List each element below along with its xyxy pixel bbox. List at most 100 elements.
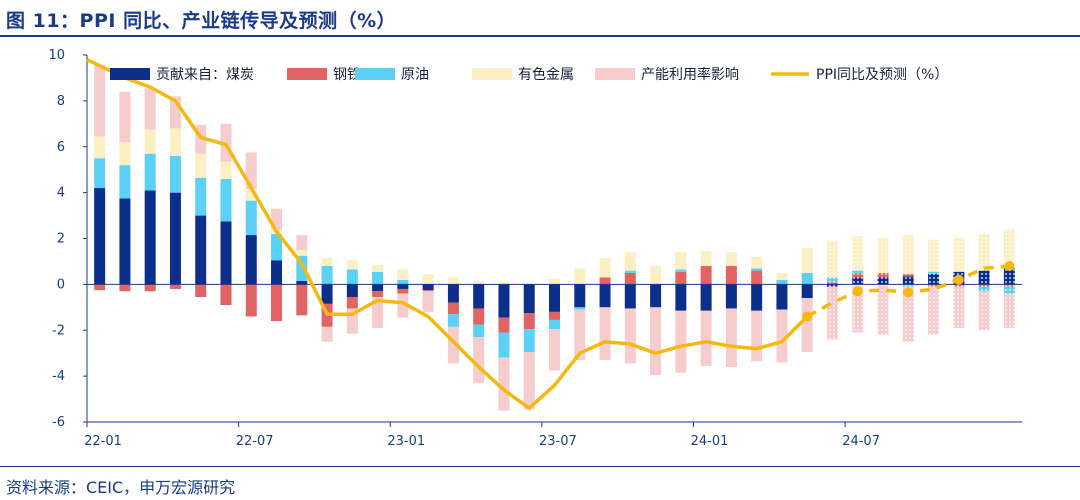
bar-metals-24-12	[978, 233, 990, 271]
bar-oil-22-03	[144, 153, 156, 191]
bar-metals-23-10	[624, 252, 636, 271]
bar-oil-22-04	[169, 155, 181, 193]
bar-metals-24-10	[928, 239, 940, 272]
bar-coal-23-05	[498, 284, 510, 318]
bar-metals-22-12	[372, 264, 384, 272]
bar-capacity-22-08	[271, 208, 283, 230]
bar-steel-23-03	[447, 302, 459, 315]
legend-label-oil: 原油	[401, 67, 429, 83]
bar-metals-23-05	[498, 282, 510, 285]
bar-capacity-24-03	[751, 310, 763, 362]
bar-coal-22-11	[346, 284, 358, 297]
x-tick-label-23-01: 23-01	[387, 434, 425, 449]
y-tick-label-10: 10	[48, 48, 65, 63]
bar-steel-23-04	[473, 308, 485, 325]
bar-coal-22-03	[144, 190, 156, 285]
footer-rule	[0, 466, 1080, 467]
bar-steel-22-09	[296, 284, 308, 316]
bar-capacity-22-11	[346, 308, 358, 334]
bar-metals-22-02	[119, 142, 131, 166]
bar-coal-22-07	[245, 235, 257, 285]
bar-coal-24-04	[776, 284, 788, 310]
y-tick-label--6: -6	[52, 415, 65, 430]
x-tick-label-22-07: 22-07	[236, 434, 274, 449]
bar-steel-22-01	[94, 284, 106, 291]
ppi-line-layer	[86, 58, 1015, 410]
y-tick-label-4: 4	[57, 186, 65, 201]
legend-label-steel: 钢铁	[333, 67, 361, 83]
bar-metals-23-09	[599, 258, 611, 278]
bar-coal-22-09	[296, 280, 308, 285]
ppi-point-24-09	[903, 287, 914, 298]
bar-oil-24-07	[852, 270, 864, 273]
y-tick-label-6: 6	[57, 140, 65, 155]
bar-metals-23-11	[650, 266, 662, 285]
bar-capacity-22-03	[144, 88, 156, 130]
bar-oil-25-01	[1003, 286, 1015, 294]
bar-coal-22-12	[372, 284, 384, 292]
bar-coal-23-09	[599, 284, 611, 308]
bar-steel-22-07	[245, 284, 257, 317]
bar-capacity-24-01	[700, 310, 712, 366]
x-tick-label-22-01: 22-01	[84, 434, 122, 449]
bar-capacity-22-01	[94, 65, 106, 137]
bar-steel-23-02	[422, 290, 434, 292]
bar-steel-24-10	[928, 284, 940, 287]
bar-capacity-23-10	[624, 308, 636, 364]
bar-metals-23-07	[549, 278, 560, 285]
bar-metals-22-07	[245, 189, 257, 201]
bar-oil-22-10	[321, 266, 333, 285]
bar-capacity-22-04	[169, 96, 181, 129]
bar-metals-22-01	[94, 136, 106, 159]
bar-steel-22-08	[271, 284, 283, 322]
bar-coal-23-07	[549, 284, 560, 312]
bar-capacity-23-06	[523, 352, 535, 410]
bar-coal-24-02	[725, 284, 737, 309]
bar-oil-23-12	[675, 269, 687, 272]
bar-metals-24-07	[852, 236, 864, 271]
bar-coal-23-03	[447, 284, 459, 303]
bar-oil-22-01	[94, 158, 106, 189]
bar-coal-22-05	[195, 215, 207, 285]
bar-oil-24-03	[751, 268, 763, 271]
bar-oil-23-07	[549, 319, 560, 330]
bar-capacity-22-07	[245, 152, 257, 190]
title-rule	[0, 35, 1080, 37]
y-tick-label-2: 2	[57, 232, 65, 247]
bar-steel-24-07	[852, 272, 864, 278]
legend-swatch-coal	[110, 68, 150, 80]
bar-steel-24-11	[953, 284, 965, 287]
bar-steel-22-06	[220, 284, 232, 306]
bar-steel-23-07	[549, 311, 560, 320]
bar-layer	[94, 65, 1015, 411]
bar-capacity-24-11	[953, 286, 965, 328]
legend-label-coal: 贡献来自：煤炭	[156, 67, 254, 83]
legend-swatch-capacity	[595, 68, 635, 80]
bar-steel-22-11	[346, 296, 358, 309]
bar-oil-24-09	[902, 284, 914, 287]
bar-coal-24-09	[902, 276, 914, 285]
bar-oil-22-08	[271, 233, 283, 261]
bar-steel-24-03	[751, 270, 763, 285]
bar-capacity-24-04	[776, 309, 788, 363]
legend: 贡献来自：煤炭 钢铁 原油 有色金属 产能利用率影响 PPI同比及预测（%）	[110, 66, 948, 83]
bar-coal-24-07	[852, 277, 864, 285]
bar-coal-22-10	[321, 284, 333, 304]
bar-metals-24-01	[700, 251, 712, 267]
bar-metals-23-04	[473, 280, 485, 285]
bar-coal-23-06	[523, 284, 535, 314]
bar-capacity-24-12	[978, 291, 990, 331]
bar-coal-22-08	[271, 260, 283, 285]
bar-oil-23-06	[523, 329, 535, 353]
x-tick-label-23-07: 23-07	[539, 434, 577, 449]
bar-capacity-23-08	[574, 309, 586, 361]
bar-coal-25-01	[1003, 268, 1015, 285]
y-tick-label-8: 8	[57, 94, 65, 109]
bar-steel-23-09	[599, 277, 611, 285]
bar-metals-22-06	[220, 161, 232, 179]
bar-oil-22-12	[372, 271, 384, 285]
ppi-line-actual	[86, 58, 809, 410]
bar-capacity-22-12	[372, 296, 384, 328]
bar-capacity-24-10	[928, 286, 940, 335]
